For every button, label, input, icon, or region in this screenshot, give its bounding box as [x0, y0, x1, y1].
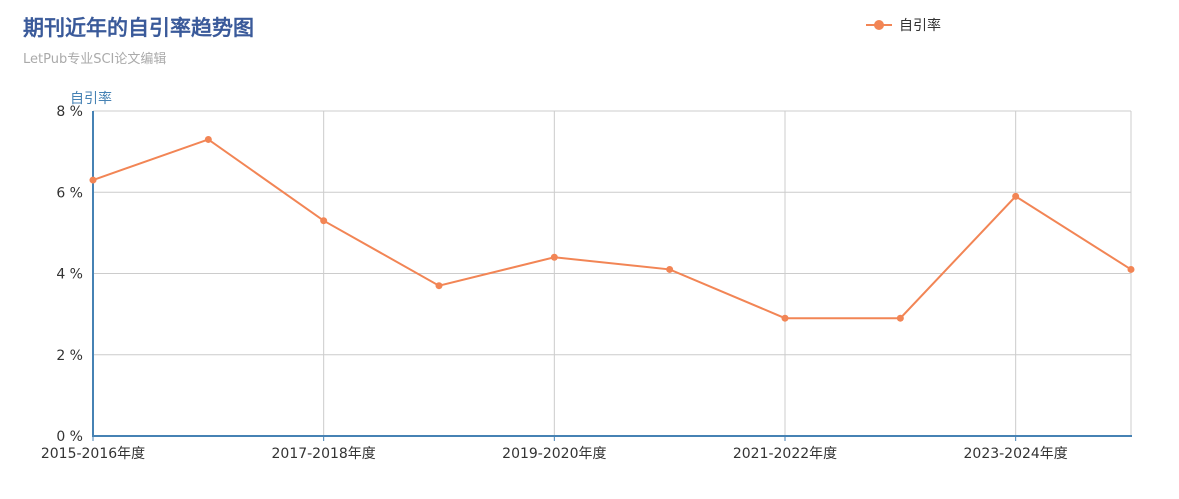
- data-point: [435, 282, 443, 290]
- chart-subtitle: LetPub专业SCI论文编辑: [23, 52, 167, 67]
- data-point: [550, 253, 558, 261]
- data-point: [1127, 265, 1135, 273]
- y-tick-label: 8 %: [56, 104, 83, 120]
- data-point: [320, 217, 328, 225]
- legend-marker-icon: [866, 18, 892, 32]
- legend[interactable]: 自引率: [866, 15, 941, 35]
- series-line: [92, 138, 1132, 320]
- x-tick-label: 2019-2020年度: [502, 446, 606, 462]
- data-point: [89, 176, 97, 184]
- x-tick-label: 2015-2016年度: [41, 446, 145, 462]
- y-tick-label: 2 %: [56, 348, 83, 364]
- x-tick-label: 2021-2022年度: [733, 446, 837, 462]
- y-tick-label: 6 %: [56, 185, 83, 201]
- y-tick-label: 0 %: [56, 429, 83, 445]
- data-point: [1012, 192, 1020, 200]
- data-point: [204, 135, 212, 143]
- data-point: [781, 314, 789, 322]
- chart-title: 期刊近年的自引率趋势图: [23, 16, 254, 40]
- x-tick-label: 2017-2018年度: [272, 446, 376, 462]
- data-point: [896, 314, 904, 322]
- y-axis-label: 自引率: [70, 91, 112, 107]
- y-tick-label: 4 %: [56, 267, 83, 283]
- data-point: [666, 265, 674, 273]
- legend-label: 自引率: [899, 18, 941, 34]
- x-tick-label: 2023-2024年度: [964, 446, 1068, 462]
